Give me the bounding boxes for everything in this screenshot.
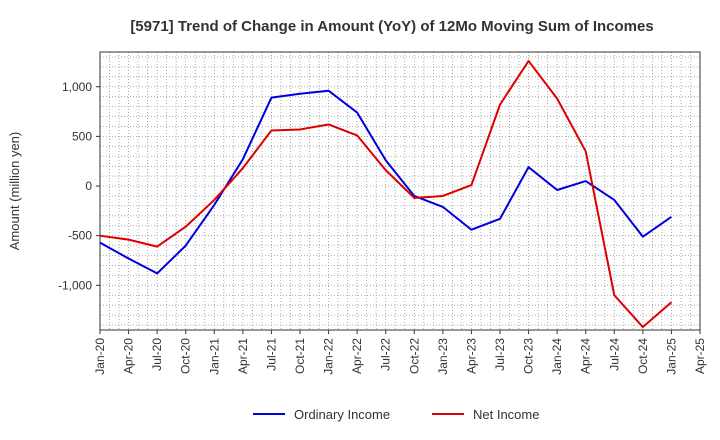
x-tick-label: Jan-23 xyxy=(436,338,450,375)
x-tick-label: Jan-24 xyxy=(550,338,564,375)
series-line-net-income xyxy=(99,59,673,329)
x-tick-label: Jul-20 xyxy=(150,338,164,371)
series-line-ordinary-income xyxy=(99,89,673,275)
x-tick-label: Jul-23 xyxy=(493,338,507,371)
x-tick-label: Oct-20 xyxy=(179,338,193,374)
x-axis-ticks: Jan-20 Apr-20 Jul-20 Oct-20 Jan-21 Apr-21 Jul-… xyxy=(93,330,707,375)
x-tick-label: Oct-22 xyxy=(407,338,421,374)
x-tick-label: Apr-20 xyxy=(122,338,136,374)
plot-frame xyxy=(99,51,701,331)
x-tick-label: Jan-21 xyxy=(207,338,221,375)
x-tick-label: Apr-22 xyxy=(350,338,364,374)
x-tick-label: Jan-22 xyxy=(322,338,336,375)
legend-label-net-income: Net Income xyxy=(473,407,539,422)
y-tick-label: -1,000 xyxy=(58,278,92,292)
x-tick-label: Jan-20 xyxy=(93,338,107,375)
y-axis-ticks: 1,000 500 0 -500 -1,000 xyxy=(58,80,100,292)
x-tick-label: Apr-25 xyxy=(693,338,707,374)
chart-title: [5971] Trend of Change in Amount (YoY) o… xyxy=(130,18,653,35)
y-tick-label: 1,000 xyxy=(62,80,92,94)
y-axis-label: Amount (million yen) xyxy=(7,132,22,251)
legend: Ordinary Income Net Income xyxy=(253,407,539,422)
grid xyxy=(99,52,701,330)
x-tick-label: Jul-22 xyxy=(379,338,393,371)
x-tick-label: Apr-21 xyxy=(236,338,250,374)
legend-label-ordinary-income: Ordinary Income xyxy=(294,407,390,422)
x-tick-label: Jul-24 xyxy=(607,338,621,371)
x-tick-label: Jul-21 xyxy=(264,338,278,371)
y-tick-label: -500 xyxy=(68,229,92,243)
x-tick-label: Apr-24 xyxy=(579,338,593,374)
y-tick-label: 0 xyxy=(85,179,92,193)
y-tick-label: 500 xyxy=(72,129,92,143)
series-group xyxy=(99,59,673,329)
x-tick-label: Jan-25 xyxy=(664,338,678,375)
x-tick-label: Apr-23 xyxy=(464,338,478,374)
x-tick-label: Oct-23 xyxy=(522,338,536,374)
x-tick-label: Oct-21 xyxy=(293,338,307,374)
x-tick-label: Oct-24 xyxy=(636,338,650,374)
plot-area xyxy=(100,52,700,330)
